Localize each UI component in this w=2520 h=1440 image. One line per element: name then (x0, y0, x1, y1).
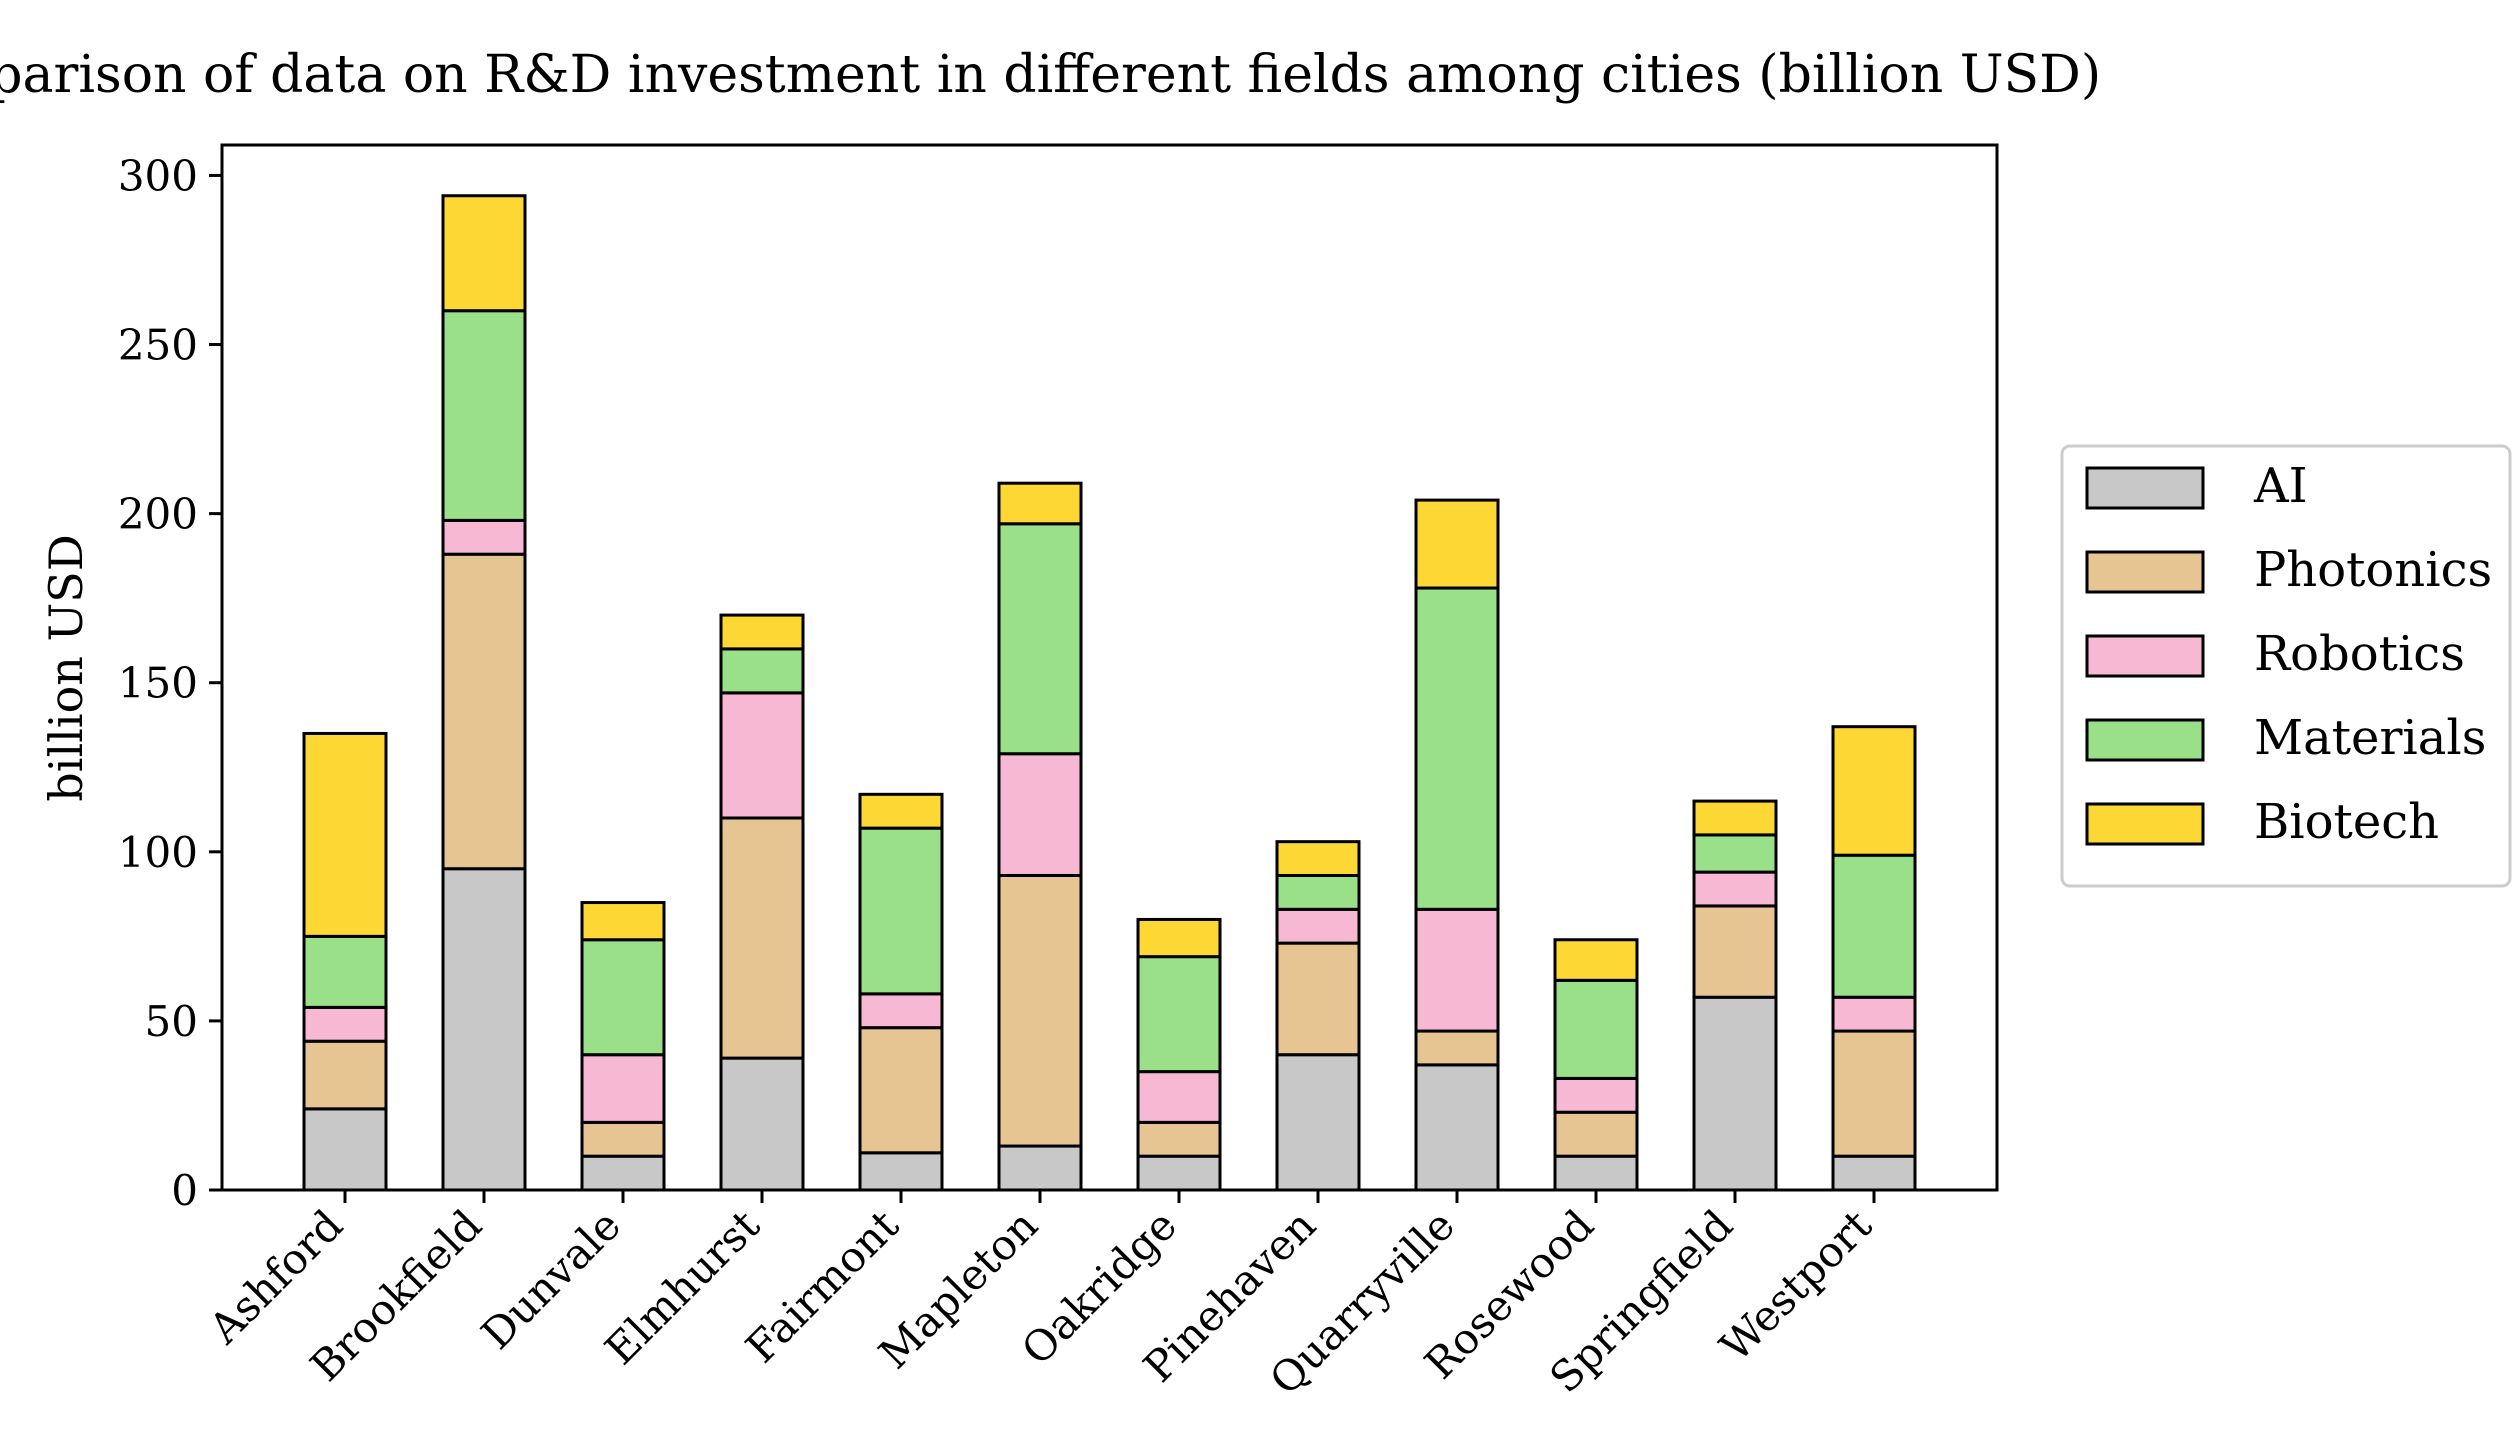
bar-pinehaven-materials (1275, 873, 1361, 911)
bar-fairmont-materials (858, 826, 944, 996)
bar-dunvale-photonics (580, 1120, 666, 1158)
x-tick-label-elmhurst: Elmhurst (595, 1200, 769, 1374)
bar-pinehaven-biotech (1275, 840, 1361, 877)
bar-rosewood-ai (1553, 1154, 1639, 1192)
y-axis-label: billion USD (39, 534, 93, 801)
bar-elmhurst-biotech (719, 613, 805, 651)
bar-mapleton-biotech (997, 481, 1083, 526)
bar-elmhurst-materials (719, 647, 805, 695)
bar-ashford-robotics (302, 1005, 388, 1043)
bar-quarryville-materials (1414, 586, 1500, 911)
legend-label-materials: Materials (2254, 710, 2486, 766)
bar-fairmont-robotics (858, 992, 944, 1030)
y-axis: 0 50 100 150 200 250 300 (118, 151, 222, 1215)
y-tick-label-150: 150 (118, 659, 198, 708)
bar-mapleton-ai (997, 1144, 1083, 1192)
legend-swatch-robotics (2085, 634, 2205, 678)
legend-swatch-ai (2085, 466, 2205, 510)
bar-ashford-ai (302, 1107, 388, 1192)
bar-fairmont-biotech (858, 792, 944, 830)
bar-westport-robotics (1831, 995, 1917, 1033)
bar-westport-materials (1831, 853, 1917, 999)
bar-elmhurst-robotics (719, 691, 805, 820)
bar-quarryville-robotics (1414, 907, 1500, 1033)
bar-pinehaven-photonics (1275, 941, 1361, 1057)
legend-label-ai: AI (2253, 458, 2308, 514)
legend-swatch-materials (2085, 718, 2205, 762)
bar-quarryville-photonics (1414, 1029, 1500, 1067)
bar-rosewood-materials (1553, 978, 1639, 1080)
bar-oakridge-photonics (1136, 1120, 1222, 1158)
bar-rosewood-biotech (1553, 938, 1639, 982)
x-axis: AshfordBrookfieldDunvaleElmhurstFairmont… (199, 1190, 1881, 1404)
bar-brookfield-materials (441, 309, 527, 522)
legend-label-photonics: Photonics (2254, 542, 2492, 598)
bar-oakridge-ai (1136, 1154, 1222, 1192)
bar-pinehaven-ai (1275, 1053, 1361, 1192)
bar-quarryville-biotech (1414, 498, 1500, 590)
bar-rosewood-photonics (1553, 1110, 1639, 1158)
bar-springfield-ai (1692, 995, 1778, 1192)
bar-fairmont-ai (858, 1151, 944, 1192)
bar-dunvale-materials (580, 938, 666, 1057)
bar-oakridge-robotics (1136, 1070, 1222, 1124)
bar-brookfield-robotics (441, 518, 527, 556)
bar-fairmont-photonics (858, 1026, 944, 1155)
bar-oakridge-biotech (1136, 917, 1222, 959)
bar-oakridge-materials (1136, 955, 1222, 1074)
bar-brookfield-biotech (441, 194, 527, 313)
bar-mapleton-photonics (997, 873, 1083, 1148)
bars-group (302, 194, 1917, 1192)
bar-rosewood-robotics (1553, 1076, 1639, 1114)
y-tick-label-100: 100 (118, 828, 198, 877)
bar-westport-ai (1831, 1154, 1917, 1192)
bar-springfield-robotics (1692, 870, 1778, 908)
bar-dunvale-ai (580, 1154, 666, 1192)
bar-springfield-materials (1692, 833, 1778, 874)
bar-ashford-materials (302, 934, 388, 1009)
y-tick-label-0: 0 (171, 1166, 198, 1215)
bar-brookfield-ai (441, 867, 527, 1192)
x-tick-label-westport: Westport (1711, 1200, 1882, 1371)
bar-quarryville-ai (1414, 1063, 1500, 1192)
bar-dunvale-robotics (580, 1053, 666, 1124)
legend-swatch-photonics (2085, 550, 2205, 594)
y-tick-label-250: 250 (118, 321, 198, 370)
y-tick-label-200: 200 (118, 490, 198, 539)
bar-springfield-biotech (1692, 799, 1778, 837)
bar-pinehaven-robotics (1275, 907, 1361, 945)
chart-title: Comparison of data on R&D investment in … (0, 45, 2101, 105)
legend-label-biotech: Biotech (2254, 794, 2439, 850)
legend: AI Photonics Robotics Materials Biotech (2060, 444, 2512, 888)
bar-elmhurst-photonics (719, 816, 805, 1060)
y-tick-label-300: 300 (118, 151, 198, 200)
bar-brookfield-photonics (441, 552, 527, 871)
bar-westport-photonics (1831, 1029, 1917, 1158)
bar-ashford-photonics (302, 1039, 388, 1111)
bar-springfield-photonics (1692, 904, 1778, 999)
bar-mapleton-materials (997, 522, 1083, 756)
bar-elmhurst-ai (719, 1056, 805, 1192)
plot-area-frame (220, 143, 1999, 1192)
bar-ashford-biotech (302, 731, 388, 938)
bar-mapleton-robotics (997, 752, 1083, 877)
bar-westport-biotech (1831, 725, 1917, 857)
bar-dunvale-biotech (580, 901, 666, 942)
legend-swatch-biotech (2085, 802, 2205, 846)
legend-label-robotics: Robotics (2254, 626, 2465, 682)
y-tick-label-50: 50 (145, 997, 198, 1046)
